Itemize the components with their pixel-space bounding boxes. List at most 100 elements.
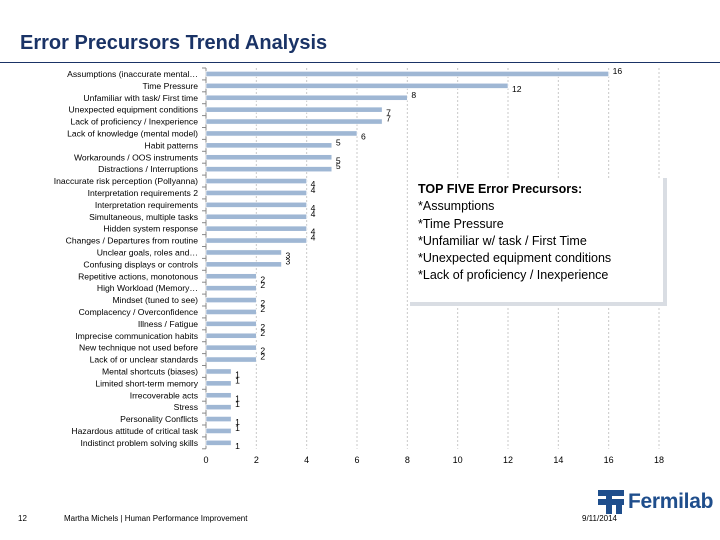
category-label: Unexpected equipment conditions [69, 105, 198, 115]
bar-value-label: 7 [386, 114, 391, 124]
bar [205, 249, 282, 256]
callout-item: *Unexpected equipment conditions [418, 251, 612, 266]
bar-value-label: 4 [311, 233, 316, 243]
x-tick-label: 2 [254, 455, 259, 465]
category-label: Imprecise communication habits [75, 331, 198, 341]
bar [205, 332, 257, 339]
category-label: Distractions / Interruptions [98, 164, 198, 174]
bar [205, 130, 358, 137]
bar [205, 166, 333, 173]
callout-item: *Time Pressure [418, 216, 504, 231]
fermilab-logo: Fermilab [598, 490, 713, 514]
category-label: Unfamiliar with task/ First time [83, 93, 198, 103]
category-label: Mental shortcuts (biases) [102, 366, 198, 376]
bar [205, 106, 383, 113]
bar-value-label: 12 [512, 84, 522, 94]
slide-number: 12 [18, 514, 27, 523]
category-label: Unclear goals, roles and… [97, 247, 198, 257]
category-label: Mindset (tuned to see) [112, 295, 198, 305]
footer-date: 9/11/2014 [582, 514, 617, 523]
bar [205, 94, 408, 101]
bar-value-label: 4 [311, 209, 316, 219]
bar [205, 356, 257, 363]
bar-value-label: 3 [286, 256, 291, 266]
category-label: Inaccurate risk perception (Pollyanna) [54, 176, 198, 186]
x-tick-label: 12 [503, 455, 513, 465]
category-label: Limited short-term memory [95, 378, 198, 388]
bar [205, 142, 333, 149]
callout-heading: TOP FIVE Error Precursors: [418, 182, 583, 196]
page-title: Error Precursors Trend Analysis [20, 32, 328, 54]
category-label: Time Pressure [142, 81, 198, 91]
bar [205, 273, 257, 280]
category-label: Simultaneous, multiple tasks [89, 212, 198, 222]
bar-value-label: 8 [411, 90, 416, 100]
bar-value-label: 5 [336, 161, 341, 171]
bar [205, 297, 257, 303]
bar [205, 404, 232, 411]
x-tick-label: 0 [203, 455, 208, 465]
category-label: New technique not used before [79, 343, 198, 353]
bar-value-label: 1 [235, 375, 240, 385]
bar-value-label: 1 [235, 417, 240, 427]
category-label: Interpretation requirements [95, 200, 198, 210]
bar-value-label: 2 [260, 322, 265, 332]
bar [205, 368, 232, 375]
callout-item: *Assumptions [418, 199, 495, 214]
bar-value-label: 2 [260, 328, 265, 338]
bar-value-label: 2 [260, 346, 265, 356]
category-label: Stress [174, 402, 198, 412]
bar [205, 380, 232, 387]
x-tick-label: 6 [354, 455, 359, 465]
bar [205, 309, 257, 315]
bar-value-label: 2 [260, 280, 265, 290]
bar [205, 178, 307, 184]
callout-item: *Lack of proficiency / Inexperience [418, 268, 609, 283]
bar [205, 154, 333, 161]
category-label: Habit patterns [144, 140, 198, 150]
category-label: Changes / Departures from routine [66, 236, 199, 246]
bar [205, 213, 307, 220]
bar-value-label: 1 [235, 369, 240, 379]
bar-value-label: 2 [260, 304, 265, 314]
bar-value-label: 5 [336, 155, 341, 165]
bar-value-label: 4 [311, 203, 316, 213]
fermilab-logo-text: Fermilab [628, 490, 714, 513]
x-tick-label: 8 [405, 455, 410, 465]
bar-value-label: 2 [260, 274, 265, 284]
bar-value-label: 16 [613, 66, 623, 76]
bar [205, 392, 232, 399]
x-tick-label: 16 [604, 455, 614, 465]
bar [205, 261, 282, 268]
bar-value-label: 4 [311, 179, 316, 189]
bar-value-label: 1 [235, 393, 240, 403]
category-label: Personality Conflicts [120, 414, 198, 424]
bar [205, 285, 257, 292]
x-tick-label: 4 [304, 455, 309, 465]
fermilab-logo-icon [598, 490, 624, 514]
bar [205, 320, 257, 327]
bar [205, 416, 232, 422]
category-label: Illness / Fatigue [138, 319, 198, 329]
bar [205, 428, 232, 434]
bar-value-label: 1 [235, 441, 240, 451]
category-label: High Workload (Memory… [97, 283, 198, 293]
x-tick-label: 14 [553, 455, 563, 465]
category-label: Repetitive actions, monotonous [78, 271, 198, 281]
category-label: Confusing displays or controls [83, 259, 198, 269]
category-label: Indistinct problem solving skills [81, 438, 199, 448]
bar [205, 439, 232, 446]
bar [205, 225, 307, 232]
bar-value-label: 3 [286, 250, 291, 260]
bar-value-label: 2 [260, 352, 265, 362]
bar-value-label: 2 [260, 298, 265, 308]
category-label: Hidden system response [103, 224, 198, 234]
bar [205, 118, 383, 125]
category-label: Complacency / Overconfidence [79, 307, 199, 317]
bar-value-label: 5 [336, 137, 341, 147]
bar [205, 344, 257, 351]
bar-value-label: 6 [361, 131, 366, 141]
bar [205, 237, 307, 244]
category-label: Lack of proficiency / Inexperience [70, 117, 198, 127]
footer-author: Martha Michels | Human Performance Impro… [64, 514, 248, 523]
